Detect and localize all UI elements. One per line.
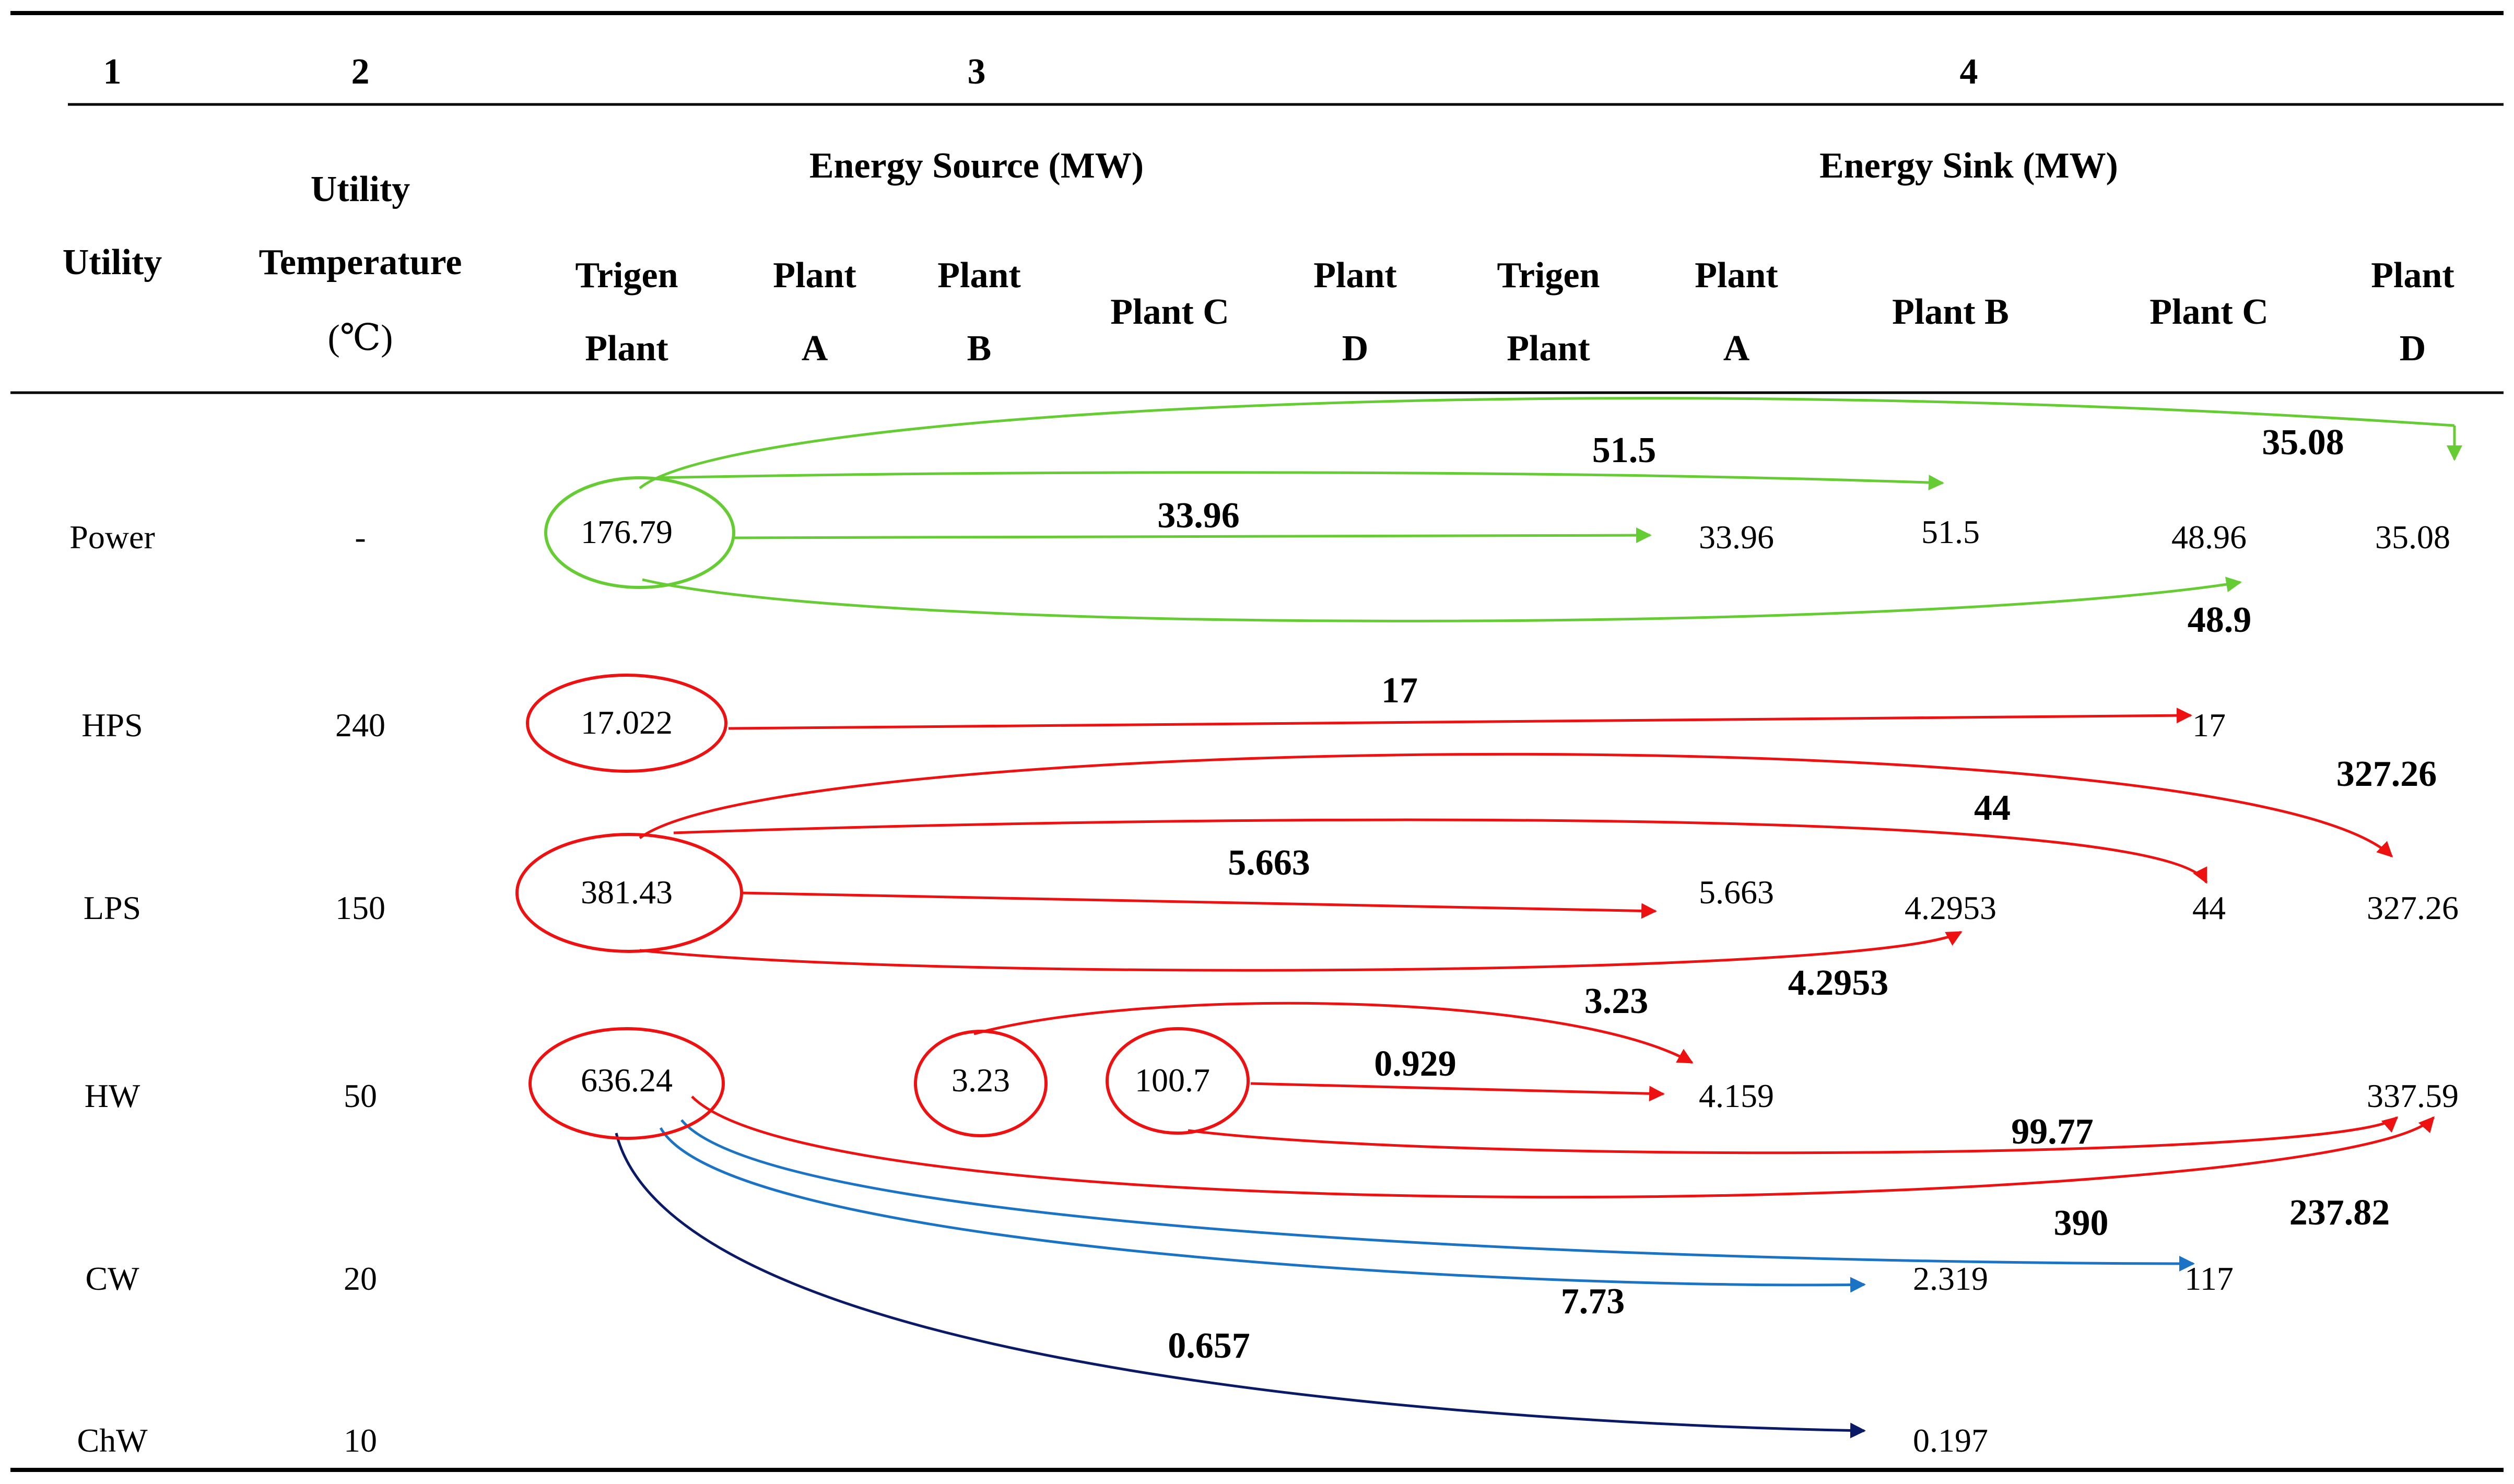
src-plant-d-l1: Plant xyxy=(1313,255,1396,296)
source-value-power-trigen: 176.79 xyxy=(581,513,673,550)
sink-plant-d-l1: Plant xyxy=(2371,255,2454,296)
row-temp-hw: 50 xyxy=(344,1077,377,1114)
source-value-hw-plant-b: 3.23 xyxy=(951,1062,1010,1099)
flow-arrow-cw-to-c xyxy=(680,1119,2195,1271)
sink-value-hps-c: 17 xyxy=(2192,706,2226,744)
sink-plant-c: Plant C xyxy=(2149,292,2269,332)
row-temp-hps: 240 xyxy=(335,706,385,744)
col-num-4: 4 xyxy=(1960,52,1978,92)
sink-trigen-l1: Trigen xyxy=(1497,255,1600,296)
col-num-2: 2 xyxy=(351,52,370,92)
flow-arrow-hw-b-to-a xyxy=(973,1002,1694,1064)
flow-arrow-power-to-c xyxy=(642,576,2242,622)
row-utility-power: Power xyxy=(69,519,155,556)
flow-arrow-hw-c-to-d xyxy=(1188,1116,2399,1155)
flow-arrow-power-to-d xyxy=(639,397,2455,489)
source-circle-hw-trigen xyxy=(528,1027,725,1140)
flow-arrow-power-to-a xyxy=(733,527,1652,544)
source-circle-power-trigen xyxy=(544,476,735,589)
row-utility-chw: ChW xyxy=(77,1422,148,1459)
sink-plant-d-l2: D xyxy=(2400,328,2426,369)
flow-label-lps-to-b: 4.2953 xyxy=(1788,963,1889,1003)
flow-arrow-power-to-b xyxy=(657,471,1944,491)
temp-header-line1: Utility xyxy=(311,169,410,209)
flow-label-power-to-a: 33.96 xyxy=(1157,496,1240,536)
sink-value-hw-d: 337.59 xyxy=(2367,1077,2459,1114)
sink-value-power-a: 33.96 xyxy=(1699,519,1774,556)
row-utility-cw: CW xyxy=(85,1260,139,1297)
src-plant-b-l1: Plant xyxy=(937,255,1020,296)
source-value-hps-trigen: 17.022 xyxy=(581,704,673,741)
sink-value-hw-a: 4.159 xyxy=(1699,1077,1774,1114)
flow-arrow-chw-to-b xyxy=(615,1133,1866,1439)
sink-value-chw-b: 0.197 xyxy=(1913,1422,1988,1459)
src-plant-a-l2: A xyxy=(802,328,828,369)
sink-value-cw-c: 117 xyxy=(2184,1260,2234,1297)
flow-arrow-lps-to-c xyxy=(673,818,2208,884)
sink-value-cw-b: 2.319 xyxy=(1913,1260,1988,1297)
row-utility-lps: LPS xyxy=(84,889,141,926)
source-circle-hw-plant-c xyxy=(1106,1027,1250,1135)
row-temp-cw: 20 xyxy=(344,1260,377,1297)
sink-plant-a-l1: Plant xyxy=(1695,255,1778,296)
source-circle-hps-trigen xyxy=(526,674,727,773)
flow-label-power-to-c: 48.9 xyxy=(2188,600,2252,640)
sink-value-lps-d: 327.26 xyxy=(2367,889,2459,926)
row-utility-hps: HPS xyxy=(81,706,143,744)
src-plant-c: Plant C xyxy=(1110,292,1229,332)
utility-header: Utility xyxy=(63,242,162,282)
flow-label-power-to-d: 35.08 xyxy=(2262,422,2344,463)
row-temp-chw: 10 xyxy=(344,1422,377,1459)
sink-trigen-l2: Plant xyxy=(1507,328,1590,369)
sink-plant-a-l2: A xyxy=(1723,328,1750,369)
source-value-hw-plant-c: 100.7 xyxy=(1135,1062,1210,1099)
source-value-lps-trigen: 381.43 xyxy=(581,874,673,911)
flow-arrow-hps-to-c xyxy=(728,708,2192,730)
energy-source-title: Energy Source (MW) xyxy=(809,146,1144,186)
row-utility-hw: HW xyxy=(85,1077,140,1114)
temp-header-line3: (℃) xyxy=(328,318,393,358)
source-circle-lps-trigen xyxy=(515,833,743,953)
sink-value-lps-a: 5.663 xyxy=(1699,874,1774,911)
col-num-3: 3 xyxy=(968,52,986,92)
flow-label-lps-to-a: 5.663 xyxy=(1228,843,1310,883)
flow-arrow-lps-to-a xyxy=(741,891,1657,919)
row-temp-power: - xyxy=(355,519,366,556)
src-plant-d-l2: D xyxy=(1342,328,1369,369)
src-trigen-l2: Plant xyxy=(585,328,668,369)
flow-label-hps-to-c: 17 xyxy=(1381,670,1418,711)
energy-sink-title: Energy Sink (MW) xyxy=(1819,146,2118,186)
sink-value-lps-b: 4.2953 xyxy=(1905,889,1996,926)
col-num-1: 1 xyxy=(103,52,122,92)
src-trigen-l1: Trigen xyxy=(575,255,678,296)
flow-label-hw-b-to-a: 3.23 xyxy=(1584,981,1649,1021)
sink-value-power-b: 51.5 xyxy=(1921,513,1980,550)
sink-value-lps-c: 44 xyxy=(2192,889,2226,926)
flow-label-hw-c-to-d: 99.77 xyxy=(2011,1112,2094,1152)
flow-label-cw-to-c: 390 xyxy=(2054,1203,2109,1243)
flow-arrow-cw-to-b xyxy=(659,1127,1866,1293)
flow-label-chw-to-b: 0.657 xyxy=(1168,1326,1250,1366)
sink-value-power-c: 48.96 xyxy=(2171,519,2247,556)
sink-plant-b: Plant B xyxy=(1892,292,2009,332)
src-plant-a-l1: Plant xyxy=(773,255,856,296)
flow-arrow-hw-trigen-to-d xyxy=(691,1096,2435,1199)
flow-label-hw-c-to-a: 0.929 xyxy=(1374,1044,1456,1084)
row-temp-lps: 150 xyxy=(335,889,385,926)
flow-label-hw-trigen-to-d: 237.82 xyxy=(2289,1193,2390,1233)
flow-arrow-hw-c-to-a xyxy=(1250,1082,1665,1102)
sink-value-power-d: 35.08 xyxy=(2375,519,2450,556)
flow-label-lps-to-d: 327.26 xyxy=(2336,754,2437,794)
source-value-hw-trigen: 636.24 xyxy=(581,1062,673,1099)
src-plant-b-l2: B xyxy=(967,328,992,369)
temp-header-line2: Temperature xyxy=(259,242,462,282)
flow-label-lps-to-c: 44 xyxy=(1974,788,2011,828)
flow-arrow-lps-to-d xyxy=(639,752,2393,858)
flow-label-power-to-b: 51.5 xyxy=(1592,430,1657,470)
flow-label-cw-to-b: 7.73 xyxy=(1561,1281,1625,1322)
flow-arrow-lps-to-b xyxy=(639,931,1963,972)
source-circle-hw-plant-b xyxy=(914,1030,1048,1137)
